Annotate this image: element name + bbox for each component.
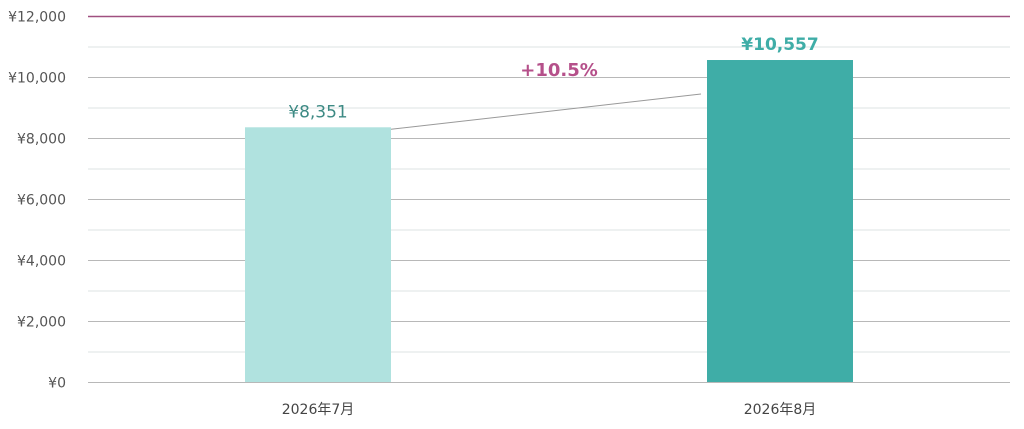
y-tick-label: ¥12,000 [8,10,66,26]
y-tick-label: ¥6,000 [17,193,66,209]
y-tick-label: ¥8,000 [17,132,66,148]
y-tick-label: ¥2,000 [17,315,66,331]
bars [245,60,853,383]
change-annotation: +10.5% [390,60,702,130]
y-tick-label: ¥4,000 [17,254,66,270]
y-tick-label: ¥0 [48,376,66,392]
x-category-label-1: 2026年7月 [282,402,355,418]
change-percent-label: +10.5% [520,60,598,81]
x-category-label-2: 2026年8月 [744,402,817,418]
gridlines [88,15,1010,383]
y-axis: ¥0 ¥2,000 ¥4,000 ¥6,000 ¥8,000 ¥10,000 ¥12,000 [8,10,66,392]
bar-1 [245,127,391,383]
y-tick-label: ¥10,000 [8,71,66,87]
data-labels: ¥8,351 ¥10,557 [288,35,818,122]
bar-2 [707,60,853,382]
bar-value-label-1: ¥8,351 [288,102,347,122]
change-connector-line [390,93,702,130]
x-axis: 2026年7月 2026年8月 [282,402,817,418]
bar-value-label-2: ¥10,557 [741,35,818,55]
